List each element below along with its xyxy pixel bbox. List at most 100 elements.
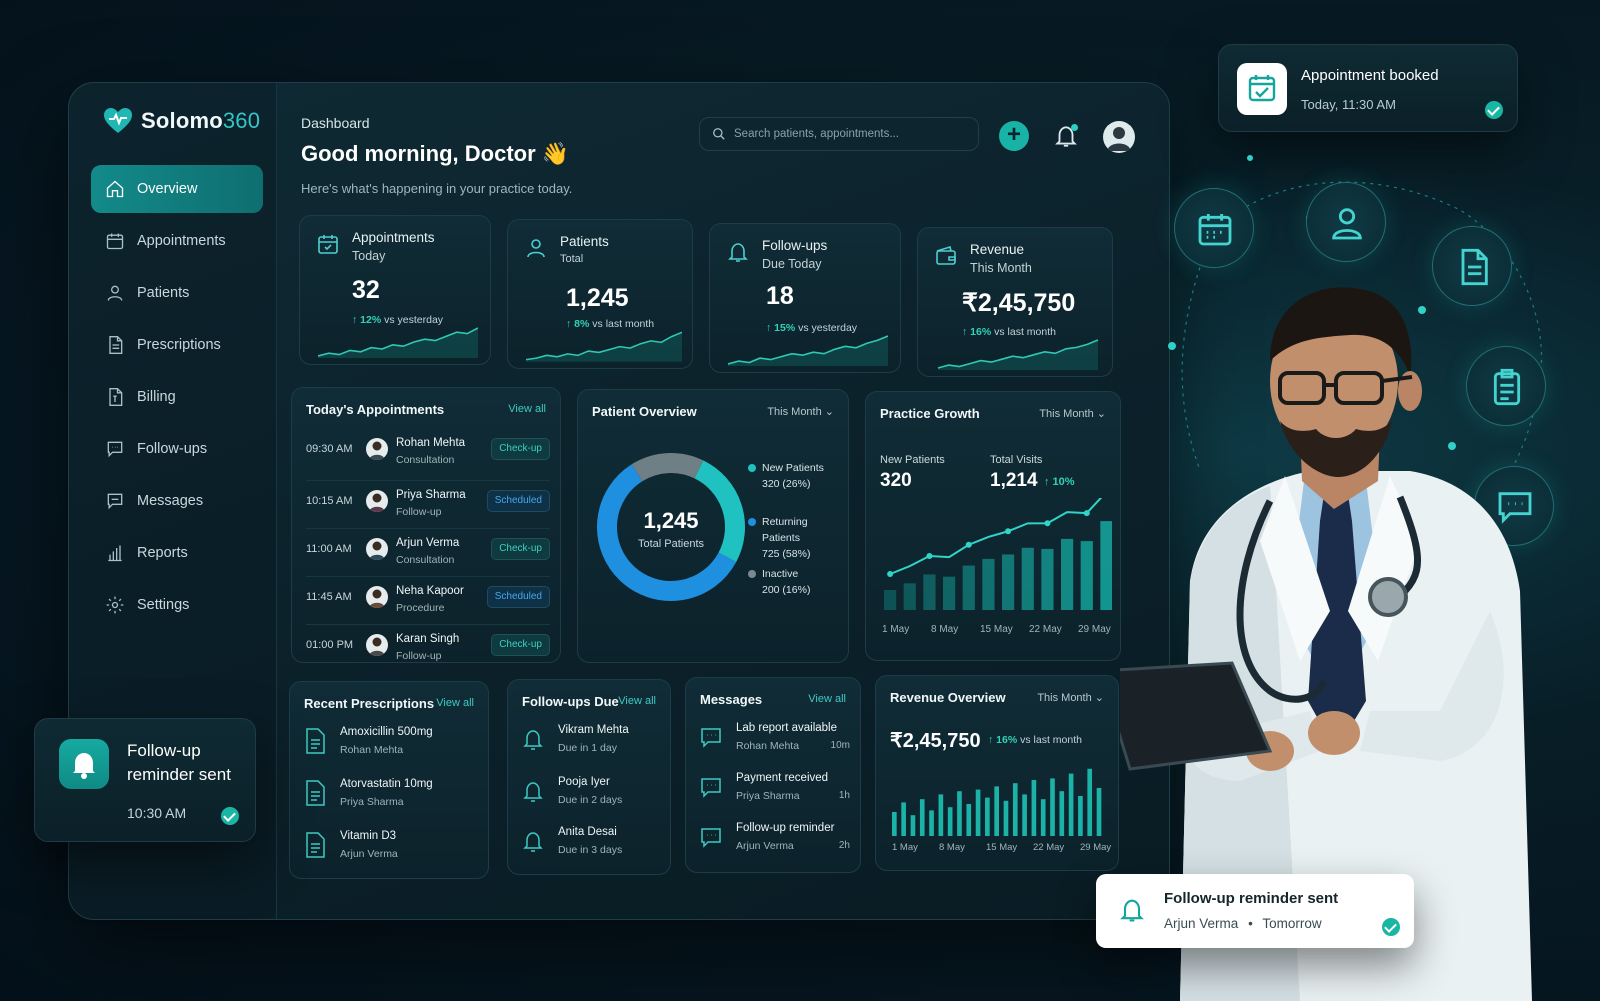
breadcrumb: Dashboard — [301, 115, 370, 131]
revenue-delta-text: vs last month — [1020, 734, 1082, 746]
sparkline-revenue — [937, 339, 1099, 370]
legend-label: Inactive — [762, 568, 799, 580]
sidebar-item-settings[interactable]: Settings — [91, 581, 263, 629]
sidebar-item-patients[interactable]: Patients — [91, 269, 263, 317]
search-bar[interactable] — [699, 117, 979, 151]
avatar — [366, 538, 388, 560]
stat-card-appointments[interactable]: Appointments Today 32 ↑ 12% vs yesterday — [299, 215, 491, 365]
orbit-clipboard-node — [1466, 346, 1546, 426]
message-item[interactable]: Follow-up reminder Arjun Verma 2h — [700, 822, 850, 874]
revenue-bar — [994, 786, 999, 836]
delta-text: vs yesterday — [384, 314, 444, 326]
sidebar-item-appointments[interactable]: Appointments — [91, 217, 263, 265]
sidebar-item-billing[interactable]: Billing — [91, 373, 263, 421]
appointment-row[interactable]: 09:30 AM Rohan Mehta Consultation Check-… — [306, 432, 550, 480]
revenue-delta-value: ↑ 16% — [988, 734, 1018, 746]
prescription-item[interactable]: Vitamin D3 Arjun Verma — [304, 830, 478, 882]
orbit-calendar-node — [1174, 188, 1254, 268]
sparkline-patients — [526, 331, 682, 362]
sidebar-item-messages[interactable]: Messages — [91, 477, 263, 525]
patient-name: Neha Kapoor — [396, 585, 464, 597]
prescription-icon — [304, 728, 326, 754]
view-all-link[interactable]: View all — [618, 695, 656, 707]
message-time: 1h — [838, 790, 850, 801]
calendar-icon — [106, 233, 124, 250]
panel-title: Patient Overview — [592, 404, 697, 419]
sidebar-item-label: Patients — [137, 285, 190, 301]
avatar — [366, 490, 388, 512]
avatar — [366, 586, 388, 608]
document-icon — [1461, 248, 1488, 286]
x-tick-label: 15 May — [980, 624, 1013, 635]
sidebar-item-prescriptions[interactable]: Prescriptions — [91, 321, 263, 369]
user-icon — [524, 236, 548, 260]
view-all-link[interactable]: View all — [508, 403, 546, 415]
orbit-document-node — [1432, 226, 1512, 306]
message-item[interactable]: Payment received Priya Sharma 1h — [700, 772, 850, 824]
stat-subtitle: Today — [352, 249, 386, 263]
follow-up-item[interactable]: Pooja Iyer Due in 2 days — [522, 776, 660, 828]
sidebar-item-follow-ups[interactable]: Follow-ups — [91, 425, 263, 473]
patient-name: Karan Singh — [396, 633, 460, 645]
x-tick-label: 15 May — [986, 842, 1018, 853]
add-button[interactable]: + — [999, 121, 1029, 151]
prescription-item[interactable]: Atorvastatin 10mg Priya Sharma — [304, 778, 478, 830]
search-input[interactable] — [734, 128, 964, 140]
prescription-item[interactable]: Amoxicillin 500mg Rohan Mehta — [304, 726, 478, 778]
growth-point — [1005, 528, 1012, 535]
growth-bar — [1061, 538, 1074, 610]
invoice-icon — [109, 388, 123, 406]
page-title: Good morning, Doctor 👋 — [301, 141, 569, 167]
appointment-row[interactable]: 11:00 AM Arjun Verma Consultation Check-… — [306, 528, 550, 576]
toast-bell-badge — [59, 739, 109, 789]
stat-delta: ↑ 15% vs yesterday — [766, 322, 857, 334]
appointment-type: Consultation — [396, 454, 455, 466]
period-dropdown[interactable]: This Month ⌄ — [1039, 408, 1106, 420]
growth-bar — [1080, 541, 1093, 610]
total-visits-label: Total Visits — [990, 454, 1043, 466]
message-icon — [700, 724, 722, 750]
stat-card-follow-ups[interactable]: Follow-ups Due Today 18 ↑ 15% vs yesterd… — [709, 223, 901, 373]
sidebar-item-label: Settings — [137, 597, 190, 613]
period-dropdown[interactable]: This Month ⌄ — [1037, 692, 1104, 704]
wallet-icon — [934, 244, 958, 268]
legend-dot — [748, 570, 756, 578]
revenue-bar — [947, 807, 953, 836]
appointment-row[interactable]: 01:00 PM Karan Singh Follow-up Check-up — [306, 624, 550, 672]
follow-up-item[interactable]: Anita Desai Due in 3 days — [522, 826, 660, 878]
donut-slice-returning-patients — [597, 464, 737, 601]
follow-up-item[interactable]: Vikram Mehta Due in 1 day — [522, 724, 660, 776]
message-sender: Priya Sharma — [736, 790, 800, 802]
sidebar-item-overview[interactable]: Overview — [91, 165, 263, 213]
donut-center-value: 1,245 — [643, 508, 699, 533]
revenue-bar — [910, 815, 916, 836]
delta-text: vs yesterday — [798, 322, 858, 334]
prescription-icon — [304, 832, 326, 858]
appointment-row[interactable]: 11:45 AM Neha Kapoor Procedure Scheduled — [306, 576, 550, 624]
orbit-user-node — [1306, 182, 1386, 262]
gear-icon — [106, 596, 124, 614]
toast-separator: • — [1248, 916, 1253, 931]
sidebar-nav: Overview Appointments Patients Prescript… — [91, 165, 263, 633]
appointment-row[interactable]: 10:15 AM Priya Sharma Follow-up Schedule… — [306, 480, 550, 528]
growth-bar — [962, 565, 975, 610]
message-item[interactable]: Lab report available Rohan Mehta 10m — [700, 722, 850, 774]
sparkline-area — [526, 332, 682, 362]
user-avatar[interactable] — [1103, 121, 1135, 153]
bell-icon — [726, 240, 750, 264]
period-dropdown[interactable]: This Month ⌄ — [767, 406, 834, 418]
message-time: 2h — [838, 840, 850, 851]
brand-logo[interactable]: Solomo360 — [103, 107, 260, 135]
stat-card-revenue[interactable]: Revenue This Month ₹2,45,750 ↑ 16% vs la… — [917, 227, 1113, 377]
delta-text: vs last month — [592, 318, 655, 330]
notifications-button[interactable] — [1053, 123, 1079, 149]
delta-value: 12% — [360, 314, 382, 326]
view-all-link[interactable]: View all — [436, 697, 474, 709]
stat-card-patients[interactable]: Patients Total 1,245 ↑ 8% vs last month — [507, 219, 693, 369]
messages-panel: Messages View all Lab report available R… — [685, 677, 861, 873]
patient-name: Rohan Mehta — [396, 437, 466, 449]
due-text: Due in 3 days — [558, 844, 623, 856]
donut-slice-new-patients — [694, 460, 745, 563]
sidebar-item-reports[interactable]: Reports — [91, 529, 263, 577]
view-all-link[interactable]: View all — [808, 693, 846, 705]
